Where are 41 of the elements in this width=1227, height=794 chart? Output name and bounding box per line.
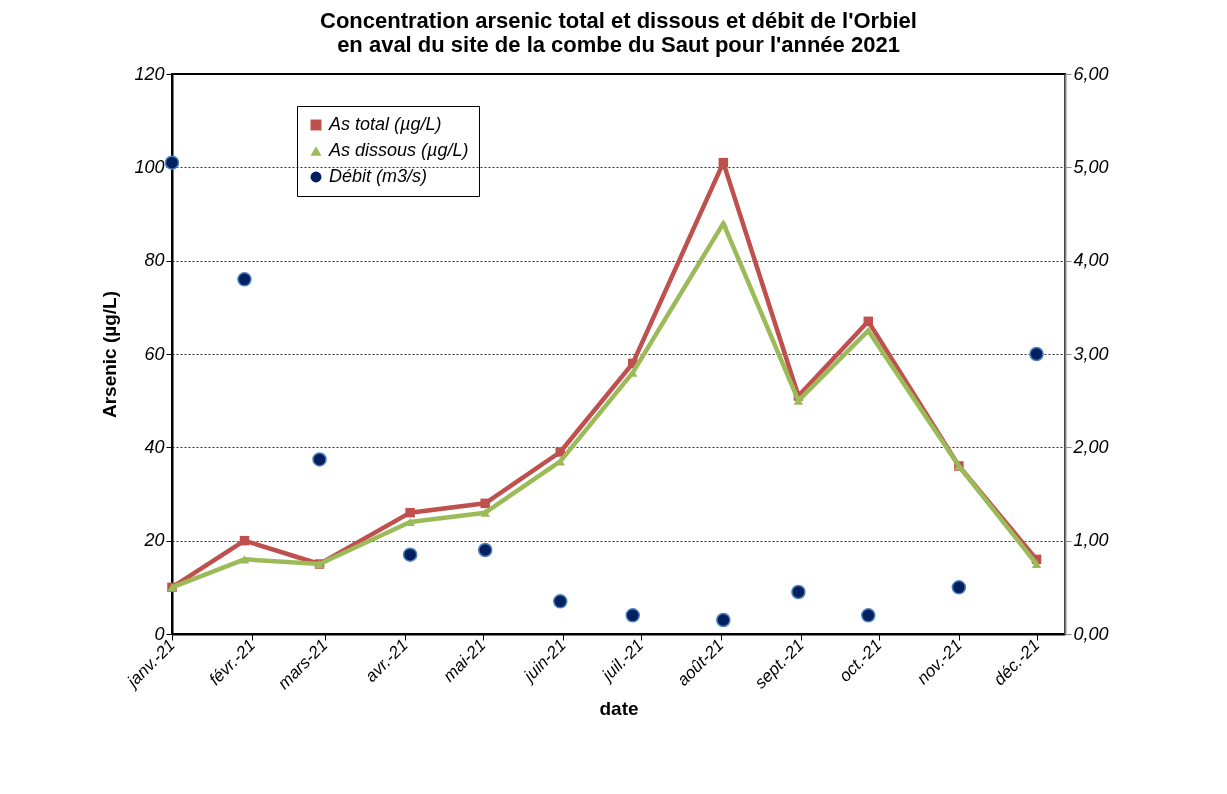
chart-title: Concentration arsenic total et dissous et débit de l'Orbiel en aval du site de la combe du Saut pour l'année 2021	[320, 8, 917, 57]
legend-label: As dissous (µg/L)	[328, 140, 469, 160]
y2-tick-label: 6,00	[1073, 63, 1109, 84]
point	[863, 316, 874, 327]
y-tick-label: 120	[134, 63, 165, 84]
point	[861, 608, 876, 623]
y-axis-title: Arsenic (µg/L)	[99, 290, 121, 419]
y2-tick-label: 4,00	[1073, 250, 1109, 271]
y-tick-label: 80	[144, 250, 165, 271]
point	[405, 507, 415, 518]
point	[402, 547, 418, 562]
legend-label: As total (µg/L)	[328, 114, 442, 134]
point	[480, 508, 490, 517]
y-tick-label: 0	[154, 623, 165, 644]
y2-tick-label: 2,00	[1072, 436, 1109, 457]
point	[552, 594, 568, 609]
point	[951, 580, 967, 595]
y-tick-label: 40	[144, 436, 165, 457]
point	[164, 155, 180, 170]
point	[716, 612, 731, 628]
y2-tick-label: 3,00	[1073, 343, 1109, 364]
y-tick-label: 100	[134, 156, 165, 177]
point	[480, 498, 490, 509]
point	[625, 608, 641, 623]
point	[312, 452, 327, 467]
point	[718, 157, 729, 168]
x-axis-title: date	[599, 698, 639, 720]
point	[1029, 346, 1044, 362]
y2-tick-label: 0,00	[1073, 623, 1109, 644]
y2-tick-label: 5,00	[1073, 156, 1109, 177]
point	[477, 542, 493, 558]
legend-label: Débit (m3/s)	[329, 166, 428, 186]
y-tick-label: 20	[143, 530, 165, 551]
point	[237, 272, 252, 287]
y-tick-label: 60	[144, 343, 165, 364]
point	[718, 219, 729, 228]
point	[1031, 559, 1042, 569]
y2-tick-label: 1,00	[1073, 530, 1109, 551]
point	[239, 555, 250, 564]
point	[791, 584, 806, 600]
point	[239, 535, 250, 546]
